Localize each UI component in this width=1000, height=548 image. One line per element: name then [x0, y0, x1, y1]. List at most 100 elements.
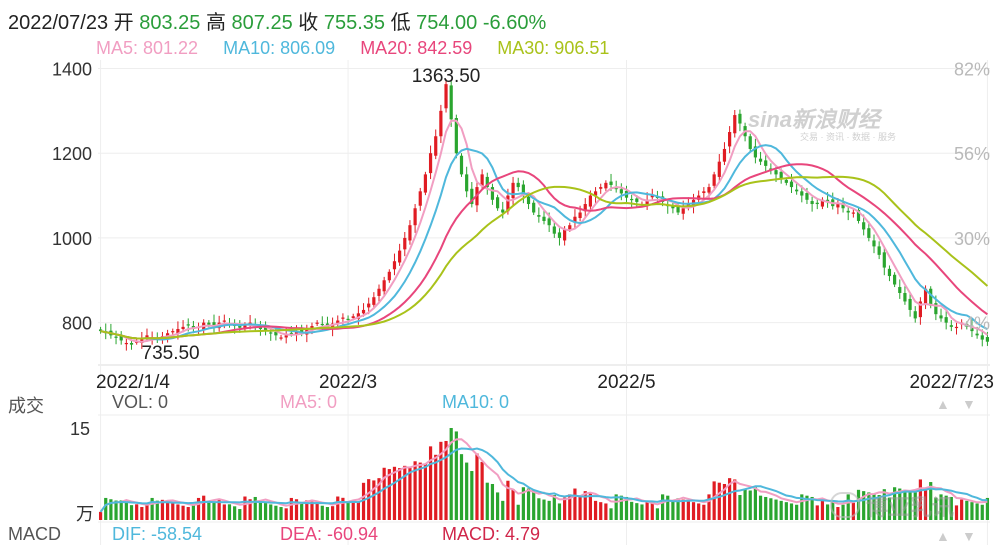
volume-bar — [898, 488, 902, 520]
scroll-down-icon[interactable]: ▼ — [962, 396, 976, 412]
candle-body — [738, 113, 742, 124]
volume-bar — [135, 504, 139, 520]
candle-body — [929, 288, 933, 306]
candle-body — [408, 225, 412, 241]
volume-bar — [825, 504, 830, 520]
x-tick-label: 2022/7/23 — [909, 372, 994, 393]
candle-body — [707, 187, 711, 193]
candle-body — [284, 335, 288, 338]
volume-bar — [418, 462, 422, 520]
volume-bar — [377, 478, 381, 520]
volume-bar — [887, 497, 892, 520]
volume-bar — [372, 480, 376, 520]
volume-bar — [758, 495, 763, 520]
volume-bar — [392, 466, 397, 520]
candle-body — [532, 202, 536, 213]
volume-bar — [253, 496, 257, 520]
volume-bar — [434, 454, 438, 520]
axis-labels: 800 1000 1200 1400 82% 56% 30% 4% 2022/1/4 2022/3… — [52, 59, 994, 393]
candle-body — [439, 110, 443, 137]
candle-body — [377, 288, 381, 296]
candle-body — [609, 181, 613, 185]
volume-bar — [862, 491, 866, 520]
volume-bar — [516, 504, 520, 520]
volume-bar — [769, 498, 773, 520]
volume-bar — [367, 479, 371, 520]
candle-body — [903, 292, 907, 302]
candle-body — [310, 326, 314, 329]
candle-body — [119, 336, 123, 341]
candle-body — [181, 326, 185, 329]
candle-body — [820, 199, 825, 207]
volume-bar — [387, 469, 391, 520]
candle-body — [423, 174, 428, 193]
candles[interactable] — [98, 79, 990, 351]
ma30-legend: MA30: 906.51 — [497, 38, 610, 58]
volume-bar — [439, 441, 443, 520]
open-label: 开 — [113, 12, 134, 34]
volume-bar — [872, 493, 876, 520]
candle-body — [923, 288, 928, 304]
volume-bar — [913, 492, 917, 520]
change-percent: -6.60% — [482, 12, 547, 34]
candle-body — [501, 209, 505, 213]
volume-bar — [557, 503, 562, 520]
volume-bar — [310, 501, 314, 520]
volume-bar — [660, 494, 665, 520]
candle-body — [490, 187, 495, 200]
volume-bar — [619, 495, 623, 520]
volume-bar — [630, 501, 634, 520]
candle-body — [341, 317, 345, 319]
candle-body — [573, 216, 577, 223]
open-value: 803.25 — [139, 12, 201, 34]
volume-title-text: 成交 — [8, 396, 44, 416]
candle-body — [944, 317, 948, 323]
volume-bar — [191, 504, 195, 520]
macd-title: MACD — [8, 524, 61, 544]
volume-bar — [495, 492, 500, 520]
volume-bar — [893, 487, 897, 520]
x-tick-label: 2022/1/4 — [96, 372, 170, 393]
volume-bar — [975, 503, 979, 520]
candle-body — [485, 176, 489, 188]
candle-body — [681, 208, 685, 214]
candle-body — [980, 335, 984, 340]
candle-body — [588, 195, 593, 207]
ma20-line — [100, 163, 988, 340]
low-label: 低 — [390, 12, 411, 34]
volume-bar — [258, 501, 263, 520]
volume-bar — [568, 494, 572, 520]
volume-bar — [753, 487, 757, 520]
volume-bar — [743, 489, 747, 520]
volume-bar — [939, 494, 943, 520]
volume-bar — [160, 499, 165, 520]
candle-body — [526, 196, 531, 205]
grid-lines — [98, 60, 990, 545]
volume-bar — [109, 499, 113, 520]
volume-bar — [444, 440, 448, 520]
candle-body — [862, 222, 866, 230]
ma10-legend: MA10: 806.09 — [223, 38, 336, 58]
volume-bar — [604, 503, 608, 520]
candle-body — [774, 170, 778, 175]
candle-body — [495, 197, 500, 209]
volume-bar — [145, 504, 149, 520]
candle-body — [418, 191, 422, 206]
vol-value: VOL: 0 — [112, 392, 169, 412]
candle-body — [619, 189, 623, 194]
macd-dea: DEA: -60.94 — [280, 524, 379, 544]
candle-body — [480, 174, 484, 186]
candle-body — [779, 171, 783, 179]
volume-bar — [346, 501, 350, 520]
candle-body — [614, 187, 618, 190]
macd-scroll-up-icon[interactable]: ▲ — [936, 528, 950, 544]
macd-scroll-down-icon[interactable]: ▼ — [962, 528, 976, 544]
volume-bar — [284, 508, 288, 520]
scroll-up-icon[interactable]: ▲ — [936, 396, 950, 412]
candle-body — [856, 209, 861, 221]
volume-bar — [403, 465, 407, 520]
volume-bar — [532, 489, 536, 520]
candle-body — [176, 328, 180, 334]
volume-bar — [490, 483, 495, 520]
